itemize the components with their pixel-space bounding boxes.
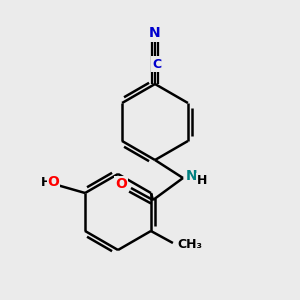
Text: CH₃: CH₃ [177,238,202,251]
Text: H: H [41,176,51,190]
Text: N: N [149,26,161,40]
Text: H: H [197,173,207,187]
Text: O: O [47,175,59,189]
Text: C: C [152,58,162,70]
Text: N: N [186,169,198,183]
Text: O: O [115,177,127,191]
